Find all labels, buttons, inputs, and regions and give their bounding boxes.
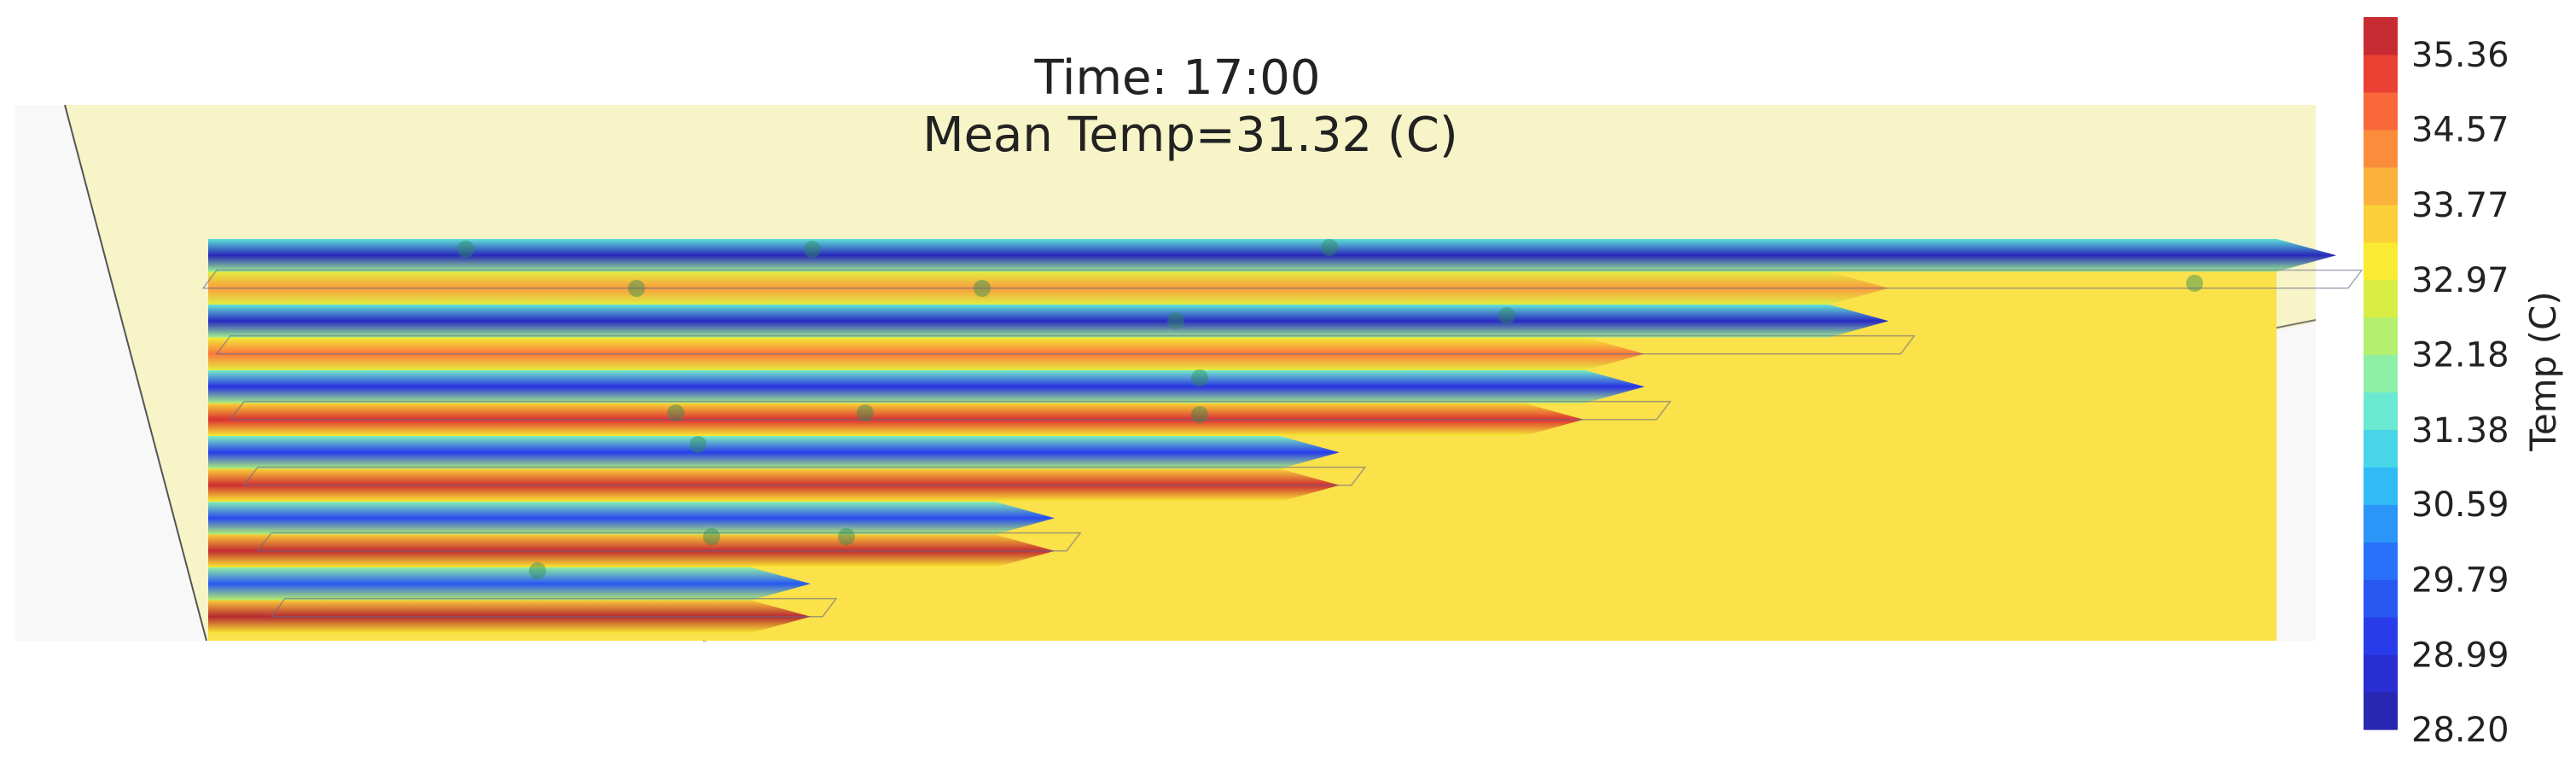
colorbar-tick-label: 30.59: [2411, 485, 2509, 525]
colorbar-tick-label: 28.20: [2411, 711, 2509, 750]
sensor-marker: [667, 404, 684, 421]
colorbar-label: Temp (C): [2522, 291, 2564, 451]
sensor-marker: [838, 528, 855, 545]
colorbar-tick-label: 32.97: [2411, 261, 2509, 300]
plane-edge-left: [64, 104, 207, 642]
colorbar-level: [2364, 241, 2398, 281]
colorbar-tick-label: 35.36: [2411, 36, 2509, 75]
colorbar-level: [2364, 429, 2398, 468]
colorbar-tick-label: 29.79: [2411, 561, 2509, 600]
colorbar-level: [2364, 166, 2398, 206]
sensor-marker: [703, 528, 720, 545]
pipe-row-band: [208, 502, 1055, 535]
colorbar-level: [2364, 54, 2398, 93]
sensor-marker: [529, 562, 546, 579]
colorbar-level: [2364, 617, 2398, 655]
pipe-row-band: [208, 305, 1889, 338]
colorbar-tick-label: 32.18: [2411, 335, 2509, 375]
colorbar-level: [2364, 317, 2398, 356]
colorbar-tick-label: 28.99: [2411, 636, 2509, 676]
pipe-row-band: [208, 370, 1645, 404]
tray-outline: [256, 532, 1082, 552]
sensor-marker: [1191, 369, 1208, 386]
colorbar-level: [2364, 354, 2398, 393]
colorbar-level: [2364, 17, 2398, 55]
tray-outline: [201, 269, 2364, 289]
chart-title: Time: 17:00: [1033, 50, 1320, 106]
sensor-marker: [1167, 312, 1184, 329]
colorbar-level: [2364, 654, 2398, 693]
pipe-row-band: [208, 567, 811, 601]
colorbar-level: [2364, 91, 2398, 131]
sensor-marker: [1498, 307, 1515, 324]
sensor-marker: [628, 280, 645, 297]
colorbar-level: [2364, 467, 2398, 505]
colorbar-tick-label: 33.77: [2411, 186, 2509, 225]
tray-outline: [215, 334, 1916, 355]
sensor-marker: [974, 280, 991, 297]
heatmap-region: [201, 239, 2364, 641]
sensor-marker: [804, 241, 821, 258]
colorbar: 28.20 28.99 29.79 30.59 31.38 32.18 32.97 33.77…: [2364, 17, 2509, 750]
tray-outline: [270, 597, 838, 618]
colorbar-tick-label: 34.57: [2411, 110, 2509, 149]
sensor-marker: [1191, 406, 1208, 423]
colorbar-level: [2364, 542, 2398, 580]
colorbar-level: [2364, 504, 2398, 543]
sensor-marker: [2186, 275, 2203, 292]
sensor-marker: [689, 436, 707, 453]
pipe-row-band: [208, 436, 1340, 469]
sensor-marker: [857, 404, 874, 421]
colorbar-level: [2364, 129, 2398, 168]
colorbar-tick-label: 31.38: [2411, 411, 2509, 450]
tray-outline: [242, 466, 1367, 486]
colorbar-level: [2364, 692, 2398, 730]
colorbar-level: [2364, 579, 2398, 618]
sensor-marker: [1321, 239, 1338, 256]
pipe-row-band: [208, 239, 2336, 272]
colorbar-level: [2364, 392, 2398, 431]
colorbar-level: [2364, 279, 2398, 318]
colorbar-level: [2364, 204, 2398, 243]
tray-outline: [229, 400, 1672, 421]
chart-subtitle: Mean Temp=31.32 (C): [922, 107, 1457, 163]
sensor-marker: [457, 241, 474, 258]
